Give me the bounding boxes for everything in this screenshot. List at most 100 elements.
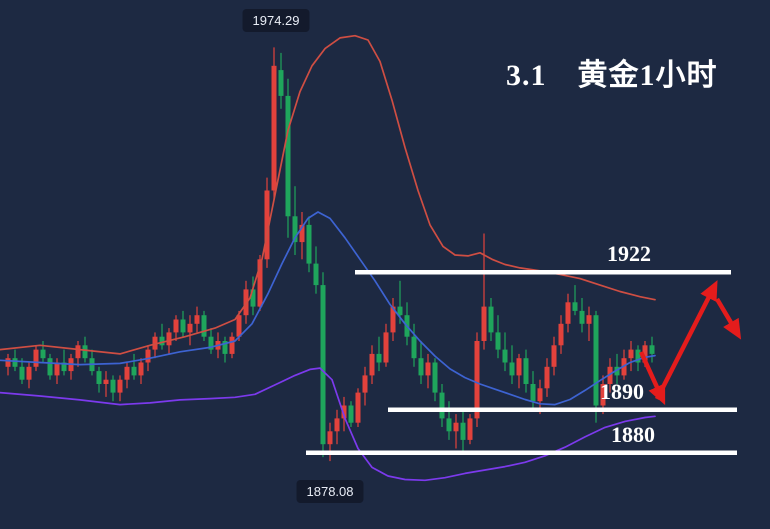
- candle-body: [341, 405, 347, 419]
- forecast-arrow: [654, 280, 718, 401]
- candle-body: [201, 315, 207, 337]
- candle-body: [229, 336, 235, 354]
- candle-body: [19, 366, 25, 380]
- candle-body: [334, 418, 340, 432]
- candle-body: [264, 190, 270, 260]
- candle-body: [544, 366, 550, 389]
- candle-body: [292, 216, 298, 243]
- candle-body: [362, 375, 368, 393]
- candle-body: [152, 336, 158, 350]
- candle-body: [26, 366, 32, 380]
- candle-body: [320, 285, 326, 445]
- candle-body: [355, 392, 361, 423]
- candle-body: [467, 418, 473, 440]
- candle-body: [649, 345, 655, 354]
- high-price-tooltip: 1974.29: [242, 9, 310, 32]
- candle-body: [12, 358, 18, 367]
- candle-body: [390, 306, 396, 333]
- candle-body: [299, 224, 305, 243]
- candle-body: [40, 349, 46, 359]
- candle-body: [145, 349, 151, 363]
- candle-body: [124, 366, 130, 380]
- candle-body: [558, 323, 564, 346]
- candle-body: [348, 405, 354, 423]
- candle-body: [173, 319, 179, 333]
- candle-body: [376, 353, 382, 363]
- candle-body: [5, 358, 11, 367]
- candle-body: [313, 263, 319, 286]
- candle-body: [502, 349, 508, 363]
- candle-body: [439, 392, 445, 419]
- level-label-1880: 1880: [611, 421, 655, 447]
- candle-body: [397, 306, 403, 316]
- candle-body: [278, 70, 284, 96]
- candle-body: [54, 362, 60, 376]
- lower-band-line: [0, 367, 656, 482]
- candle-body: [208, 336, 214, 350]
- candle-body: [551, 345, 557, 367]
- candle-body: [131, 366, 137, 376]
- candle-body: [579, 310, 585, 324]
- candle-body: [180, 319, 186, 333]
- candle-body: [82, 345, 88, 359]
- candle-body: [453, 422, 459, 432]
- candle-body: [565, 302, 571, 324]
- candle-body: [306, 224, 312, 264]
- candle-body: [110, 379, 116, 393]
- candle-body: [523, 358, 529, 384]
- candle-body: [75, 345, 81, 359]
- bollinger-bands: [0, 34, 656, 482]
- candle-body: [103, 379, 109, 384]
- candle-body: [33, 349, 39, 367]
- candle-body: [117, 379, 123, 393]
- candle-body: [628, 349, 634, 359]
- forecast-arrow: [638, 351, 666, 406]
- candle-body: [194, 315, 200, 324]
- candle-body: [222, 341, 228, 354]
- candle-body: [285, 95, 291, 217]
- candle-body: [236, 315, 242, 337]
- candle-body: [446, 418, 452, 432]
- middle-band-line: [0, 211, 656, 406]
- candle-body: [327, 431, 333, 445]
- candle-body: [509, 362, 515, 376]
- level-label-1890: 1890: [600, 378, 644, 404]
- forecast-arrow: [715, 297, 742, 340]
- candle-body: [537, 388, 543, 402]
- candlestick-series: [5, 47, 655, 462]
- candle-body: [600, 384, 606, 406]
- candle-body: [642, 345, 648, 363]
- low-price-tooltip: 1878.08: [296, 480, 364, 503]
- candle-body: [425, 362, 431, 376]
- candle-body: [481, 306, 487, 341]
- candle-body: [572, 302, 578, 311]
- candle-body: [495, 332, 501, 350]
- candle-body: [271, 65, 277, 191]
- candle-body: [369, 353, 375, 376]
- candle-body: [257, 259, 263, 307]
- candle-body: [593, 315, 599, 406]
- candle-body: [586, 315, 592, 324]
- candle-body: [47, 358, 53, 376]
- candle-body: [159, 336, 165, 346]
- candle-body: [250, 289, 256, 307]
- candle-body: [530, 384, 536, 402]
- candle-body: [411, 336, 417, 359]
- candle-body: [474, 341, 480, 419]
- support-resistance-lines: [306, 269, 737, 456]
- candle-body: [418, 358, 424, 376]
- candle-body: [96, 371, 102, 384]
- candle-body: [614, 366, 620, 376]
- chart-title: 3.1 黄金1小时: [506, 59, 718, 92]
- level-label-1922: 1922: [607, 241, 651, 267]
- candle-body: [383, 332, 389, 363]
- candle-body: [61, 362, 67, 372]
- candle-body: [488, 306, 494, 333]
- forecast-arrows: [638, 280, 742, 406]
- candle-body: [607, 366, 613, 384]
- candle-body: [460, 422, 466, 440]
- candle-body: [516, 358, 522, 376]
- candle-body: [166, 332, 172, 346]
